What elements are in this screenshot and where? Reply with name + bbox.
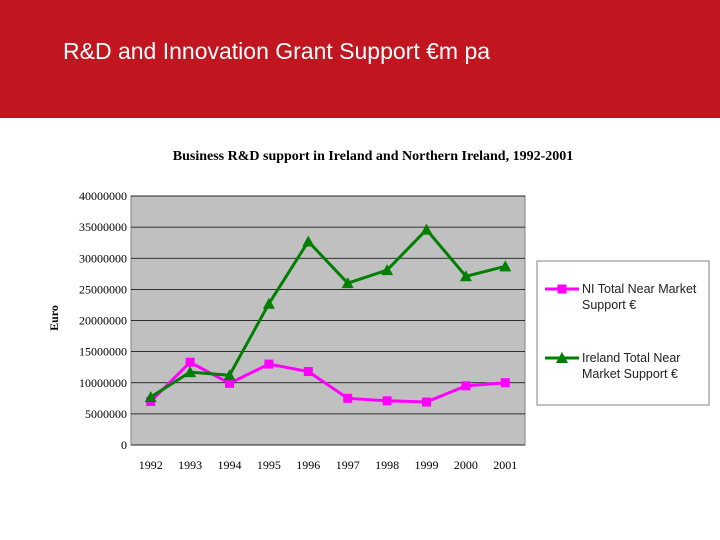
legend-item: NI Total Near Market Support €: [545, 282, 697, 312]
data-point: [262, 297, 275, 309]
data-point: [185, 357, 195, 367]
data-point: [381, 264, 394, 276]
x-tick-label: 1999: [415, 458, 439, 472]
series-2: [144, 223, 512, 403]
data-point: [499, 260, 512, 272]
legend-label: NI Total Near Market: [582, 282, 697, 296]
y-tick-label: 15000000: [79, 345, 127, 359]
legend-label: Ireland Total Near: [582, 351, 680, 365]
y-tick-label: 40000000: [79, 189, 127, 203]
x-tick-label: 1996: [296, 458, 320, 472]
x-tick-label: 1995: [257, 458, 281, 472]
y-tick-label: 30000000: [79, 251, 127, 265]
plot-area: [130, 195, 526, 446]
legend-label: Market Support €: [582, 367, 678, 381]
data-point: [459, 270, 472, 282]
x-tick-label: 1997: [336, 458, 360, 472]
series-line: [149, 228, 506, 399]
y-tick-label: 5000000: [85, 407, 127, 421]
data-point: [461, 381, 471, 391]
legend-swatch-marker: [557, 284, 567, 294]
y-tick-label: 35000000: [79, 220, 127, 234]
x-tick-label: 1993: [178, 458, 202, 472]
y-axis-ticks: 0 5000000 10000000 15000000 20000000 25000000…: [79, 189, 127, 452]
x-axis-ticks: 1992 1993 1994 1995 1996 1997 1998 1999 2000 2001: [139, 458, 518, 472]
legend-label: Support €: [582, 298, 636, 312]
y-tick-label: 25000000: [79, 282, 127, 296]
data-point: [223, 369, 236, 381]
series-layer: [144, 223, 512, 407]
data-point: [264, 359, 274, 369]
data-point: [341, 277, 354, 289]
legend-item: Ireland Total Near Market Support €: [545, 351, 680, 381]
data-point: [422, 397, 431, 407]
data-point: [382, 396, 392, 406]
y-tick-label: 10000000: [79, 376, 127, 390]
data-point: [343, 393, 353, 403]
x-tick-label: 2001: [493, 458, 517, 472]
x-tick-label: 1992: [139, 458, 163, 472]
x-tick-label: 1998: [375, 458, 399, 472]
data-point: [144, 391, 157, 403]
chart-title: Business R&D support in Ireland and Nort…: [173, 149, 574, 164]
x-tick-label: 1994: [218, 458, 242, 472]
data-point: [303, 367, 313, 377]
slide-title: R&D and Innovation Grant Support €m pa: [63, 38, 491, 64]
data-point: [225, 378, 234, 388]
y-tick-label: 0: [121, 438, 127, 452]
data-point: [500, 378, 510, 388]
y-axis-label: Euro: [47, 305, 61, 331]
legend-swatch-marker: [556, 352, 568, 363]
legend: NI Total Near Market Support € Ireland Tot…: [536, 260, 710, 406]
data-point: [184, 366, 197, 378]
data-point: [302, 235, 315, 247]
y-tick-label: 20000000: [79, 314, 127, 328]
x-tick-label: 2000: [454, 458, 478, 472]
data-point: [420, 223, 433, 235]
title-bar: R&D and Innovation Grant Support €m pa: [0, 0, 720, 118]
